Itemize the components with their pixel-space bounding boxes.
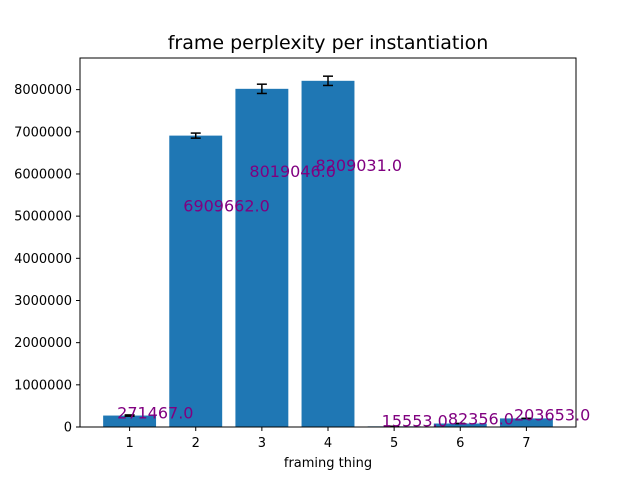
y-tick-label-7: 7000000 [14, 125, 72, 140]
bar-6 [433, 423, 487, 427]
x-axis: 1 2 3 4 5 6 7 [125, 427, 531, 451]
y-tick-label-1: 1000000 [14, 378, 72, 393]
x-tick-label-4: 4 [324, 436, 332, 451]
x-tick-label-1: 1 [125, 436, 133, 451]
y-tick-label-3: 3000000 [14, 294, 72, 309]
y-tick-label-2: 2000000 [14, 336, 72, 351]
y-tick-label-0: 0 [64, 421, 72, 436]
x-tick-label-6: 6 [456, 436, 464, 451]
data-label-2: 6909662.0 [183, 196, 270, 215]
y-tick-label-5: 5000000 [14, 210, 72, 225]
x-tick-label-3: 3 [258, 436, 266, 451]
chart-title: frame perplexity per instantiation [168, 32, 489, 54]
bar-7 [499, 418, 553, 427]
x-tick-label-2: 2 [192, 436, 200, 451]
y-tick-label-8: 8000000 [14, 83, 72, 98]
bar-1 [103, 415, 157, 427]
x-tick-label-7: 7 [522, 436, 530, 451]
y-tick-label-4: 4000000 [14, 252, 72, 267]
data-label-5: 15553.0 [382, 412, 448, 431]
bar-2 [169, 135, 223, 427]
data-label-6: 82356.0 [448, 409, 514, 428]
data-label-3: 8019046.0 [249, 162, 336, 181]
x-axis-label: framing thing [284, 456, 372, 471]
y-axis: 0 1000000 2000000 3000000 4000000 5000000 6000… [14, 83, 80, 436]
data-label-1: 271467.0 [117, 404, 193, 423]
x-tick-label-5: 5 [390, 436, 398, 451]
bar-4 [301, 80, 355, 427]
data-label-4: 8209031.0 [316, 156, 403, 175]
data-label-7: 203653.0 [514, 406, 590, 425]
y-tick-label-6: 6000000 [14, 167, 72, 182]
plot-frame [79, 57, 577, 428]
bar-3 [235, 88, 289, 427]
error-bars-group [124, 75, 532, 428]
